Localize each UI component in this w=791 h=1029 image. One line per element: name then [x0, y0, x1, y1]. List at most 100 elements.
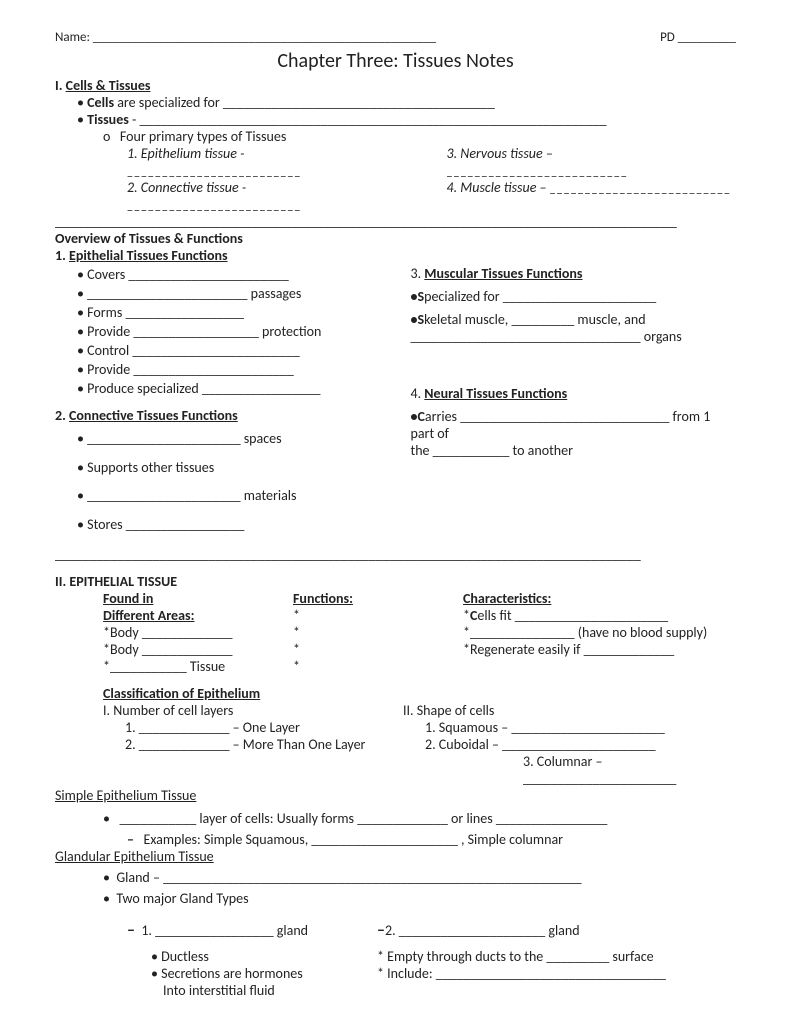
neur-b1-text: arries ______________________________ fr…: [411, 408, 711, 442]
found-h1: Found in: [103, 590, 293, 607]
musc-head: 3. Muscular Tissues Functions: [411, 265, 737, 282]
epi-item: Covers _______________________: [77, 266, 381, 283]
conn-title: Connective Tissues Functions: [69, 407, 238, 424]
found-l1: *Body _____________: [103, 624, 293, 641]
conn-item: ______________________ materials: [77, 483, 381, 510]
gland-subrow-3: Into interstitial fluid: [55, 982, 736, 999]
simple-b1-sub: – Examples: Simple Squamous, ___________…: [55, 831, 736, 848]
func-head: Functions:: [293, 590, 463, 607]
name-field-label: Name: __________________________________…: [55, 30, 436, 45]
epi-item: Produce specialized _________________: [77, 380, 381, 397]
neur-title: Neural Tissues Functions: [424, 385, 567, 402]
musc-b1: •Specialized for ______________________: [411, 288, 737, 305]
epi-item: Control ________________________: [77, 342, 381, 359]
neur-head: 4. Neural Tissues Functions: [411, 385, 737, 402]
four-types-text: Four primary types of Tissues: [120, 128, 286, 145]
tissue-4: 4. Muscle tissue – _____________________…: [447, 179, 737, 196]
conn-num: 2.: [55, 407, 69, 424]
classif-block: Classification of Epithelium I. Number o…: [55, 685, 736, 787]
char-l1-pre: *: [463, 607, 470, 624]
section-2-heading: EPITHELIAL TISSUE: [69, 573, 177, 590]
classif-a-1: 1. _____________ – One Layer: [103, 719, 403, 736]
tissues-rest: - ______________________________________…: [129, 111, 607, 128]
overview-columns: 1. Epithelial Tissues Functions Covers _…: [55, 247, 736, 540]
musc-num: 3.: [411, 265, 425, 282]
neur-b2: the ___________ to another: [411, 442, 737, 459]
gland-1-sub1: • Ductless: [151, 948, 377, 965]
tissue-types-row: 1. Epithelium tissue - _________________…: [55, 145, 736, 213]
char-l3: *Regenerate easily if _____________: [463, 641, 736, 658]
epi-item: Provide _______________________: [77, 361, 381, 378]
section-2: II. EPITHELIAL TISSUE: [55, 573, 736, 590]
neur-b1: •Carries ______________________________ …: [411, 408, 737, 442]
epi-title: Epithelial Tissues Functions: [69, 247, 228, 264]
gland-types-row: – 1. _________________ gland –2. _______…: [55, 921, 736, 940]
conn-item: Stores _________________: [77, 512, 381, 539]
gland-b1: • Gland – ______________________________…: [55, 869, 736, 886]
full-rule-1: ________________________________________…: [55, 213, 736, 230]
tissues-bold: Tissues: [87, 111, 129, 128]
char-l2: *_______________ (have no blood supply): [463, 624, 736, 641]
classif-b-3: 3. Columnar – ______________________: [403, 753, 736, 787]
header-row: Name: __________________________________…: [55, 30, 736, 45]
classif-a-2: 2. _____________ – More Than One Layer: [103, 736, 403, 753]
conn-item: Supports other tissues: [77, 455, 381, 482]
pd-field-label: PD _________: [660, 30, 736, 45]
gland-b1-text: Gland – ________________________________…: [116, 869, 581, 886]
section-1-heading: Cells & Tissues: [66, 77, 151, 94]
page-title: Chapter Three: Tissues Notes: [55, 49, 736, 73]
gland-type-1: – 1. _________________ gland: [127, 921, 377, 940]
epi-item: Provide __________________ protection: [77, 323, 381, 340]
found-h2: Different Areas:: [103, 607, 293, 624]
gland-b2-text: Two major Gland Types: [116, 890, 248, 907]
overview-right: 3. Muscular Tissues Functions •Specializ…: [411, 247, 737, 540]
gland-1-text: 1. _________________ gland: [141, 922, 308, 939]
musc-b2: •Skeletal muscle, _________ muscle, and: [411, 311, 737, 328]
func-l2: *: [293, 624, 463, 641]
musc-b3: _________________________________ organs: [411, 328, 737, 345]
classif-b-head: II. Shape of cells: [403, 702, 736, 719]
cells-bullet: • Cells are specialized for ____________…: [55, 94, 736, 111]
char-l1-rest: ells fit ______________________: [477, 607, 668, 624]
func-l4: *: [293, 658, 463, 675]
gland-1-sub2: • Secretions are hormones: [151, 965, 377, 982]
section-1-number: I.: [55, 77, 62, 94]
char-l1: *Cells fit ______________________: [463, 607, 736, 624]
classif-heading: Classification of Epithelium: [103, 685, 736, 702]
classif-b-2: 2. Cuboidal – ______________________: [403, 736, 736, 753]
full-rule-2: ________________________________________…: [55, 546, 736, 563]
worksheet-page: Name: __________________________________…: [0, 0, 791, 1029]
epi-num: 1.: [55, 247, 69, 264]
gland-2-text: 2. _____________________ gland: [385, 922, 580, 939]
classif-b-1: 1. Squamous – ______________________: [403, 719, 736, 736]
cells-bold: Cells: [87, 94, 114, 111]
simple-b1: • ___________ layer of cells: Usually fo…: [55, 810, 736, 827]
classif-a-head: I. Number of cell layers: [103, 702, 403, 719]
conn-list: ______________________ spaces Supports o…: [77, 426, 381, 538]
simple-b1-text: ___________ layer of cells: Usually form…: [119, 810, 607, 827]
tissue-types-left: 1. Epithelium tissue - _________________…: [127, 145, 417, 213]
tissue-2: 2. Connective tissue - _________________…: [127, 179, 417, 213]
gland-1-marker: –: [127, 921, 135, 940]
gland-subrow-1: • Ductless * Empty through ducts to the …: [55, 948, 736, 965]
overview-heading: Overview of Tissues & Functions: [55, 230, 736, 247]
musc-title: Muscular Tissues Functions: [424, 265, 582, 282]
gland-2-sub1: * Empty through ducts to the _________ s…: [377, 948, 654, 965]
overview-left: 1. Epithelial Tissues Functions Covers _…: [55, 247, 381, 540]
conn-head: 2. Connective Tissues Functions: [55, 407, 381, 424]
gland-subrow-2: • Secretions are hormones * Include: ___…: [55, 965, 736, 982]
neur-b1-pre: C: [417, 408, 424, 425]
gland-type-2: –2. _____________________ gland: [377, 921, 580, 940]
gland-2-sub2: * Include: _____________________________…: [377, 965, 666, 982]
gland-2-marker: –: [377, 921, 385, 940]
epi-table: Found in Different Areas: *Body ________…: [55, 590, 736, 675]
gland-1-sub3: Into interstitial fluid: [151, 982, 736, 999]
gland-heading: Glandular Epithelium Tissue: [55, 848, 736, 865]
gland-b2: • Two major Gland Types: [55, 890, 736, 907]
tissue-types-right: 3. Nervous tissue – ____________________…: [447, 145, 737, 213]
found-l2: *Body _____________: [103, 641, 293, 658]
neur-num: 4.: [411, 385, 425, 402]
simple-examples: Examples: Simple Squamous, _____________…: [143, 831, 563, 848]
epi-head: 1. Epithelial Tissues Functions: [55, 247, 381, 264]
found-l3: *___________ Tissue: [103, 658, 293, 675]
